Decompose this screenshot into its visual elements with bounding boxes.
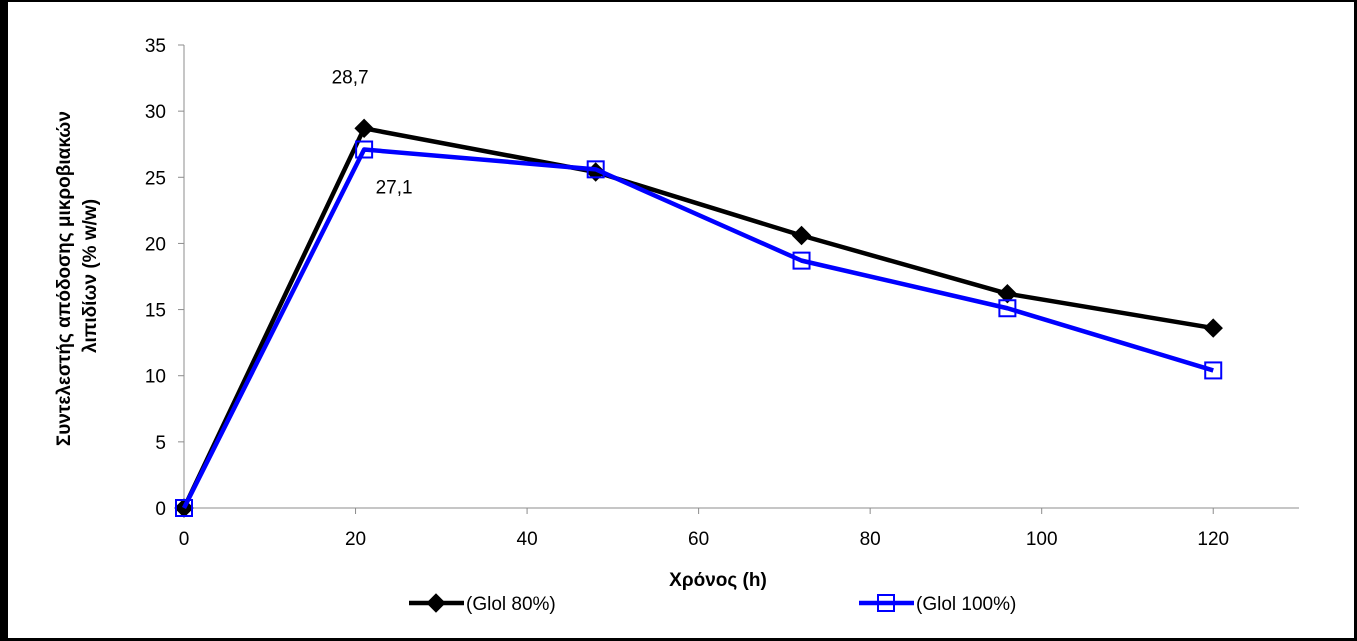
x-tick-label: 0 <box>179 529 190 550</box>
series-layer <box>174 118 1223 518</box>
x-tick-label: 80 <box>860 529 881 550</box>
data-point-square <box>586 160 605 179</box>
annotation-layer: 28,7 27,1 <box>332 67 413 198</box>
legend-item-2: (Glol 100%) <box>859 594 1016 615</box>
series-line <box>181 147 1214 510</box>
x-axis-ticks: 0 20 40 60 80 100 120 <box>179 508 1229 550</box>
data-point-diamond <box>997 283 1018 304</box>
data-point-diamond <box>791 225 812 246</box>
series-1 <box>174 118 1223 518</box>
data-point-diamond <box>354 118 374 139</box>
y-tick-label: 15 <box>145 301 166 322</box>
x-tick-label: 60 <box>688 529 709 550</box>
y-axis-title: Συντελεστής απόδοσης μικροβιακών λιπιδίω… <box>54 106 101 446</box>
x-tick-label: 40 <box>517 529 538 550</box>
axes: 0 5 10 15 20 25 30 35 0 20 40 60 80 100 120 <box>145 36 1299 550</box>
x-axis-title: Χρόνος (h) <box>669 570 767 591</box>
series-2 <box>175 140 1223 517</box>
data-point-diamond <box>1203 318 1223 338</box>
data-point-square <box>1204 361 1223 380</box>
series-line <box>181 126 1214 509</box>
data-point-square <box>355 140 374 159</box>
x-tick-label: 120 <box>1197 529 1229 550</box>
legend-label: (Glol 80%) <box>466 594 556 615</box>
y-axis-ticks: 0 5 10 15 20 25 30 35 <box>145 36 184 520</box>
data-point-square <box>175 499 193 517</box>
y-tick-label: 5 <box>155 433 166 454</box>
y-tick-label: 10 <box>145 367 166 388</box>
y-tick-label: 0 <box>155 499 166 520</box>
x-tick-label: 100 <box>1026 529 1058 550</box>
y-tick-label: 25 <box>145 168 166 189</box>
y-axis-title-line2: λιπιδίων (% w/w) <box>80 199 101 353</box>
data-point-square <box>998 299 1017 318</box>
x-tick-label: 20 <box>345 529 366 550</box>
legend: (Glol 80%) (Glol 100%) <box>409 593 1016 615</box>
legend-marker-square <box>877 594 895 612</box>
data-label: 27,1 <box>376 178 413 199</box>
legend-marker-diamond <box>426 593 446 613</box>
data-label: 28,7 <box>332 67 369 88</box>
y-tick-label: 35 <box>145 36 166 57</box>
y-tick-label: 30 <box>145 102 166 123</box>
y-axis-title-line1: Συντελεστής απόδοσης μικροβιακών <box>54 111 75 446</box>
legend-item-1: (Glol 80%) <box>409 593 556 615</box>
y-tick-label: 20 <box>145 234 166 255</box>
legend-label: (Glol 100%) <box>916 594 1016 615</box>
data-point-square <box>792 251 811 270</box>
